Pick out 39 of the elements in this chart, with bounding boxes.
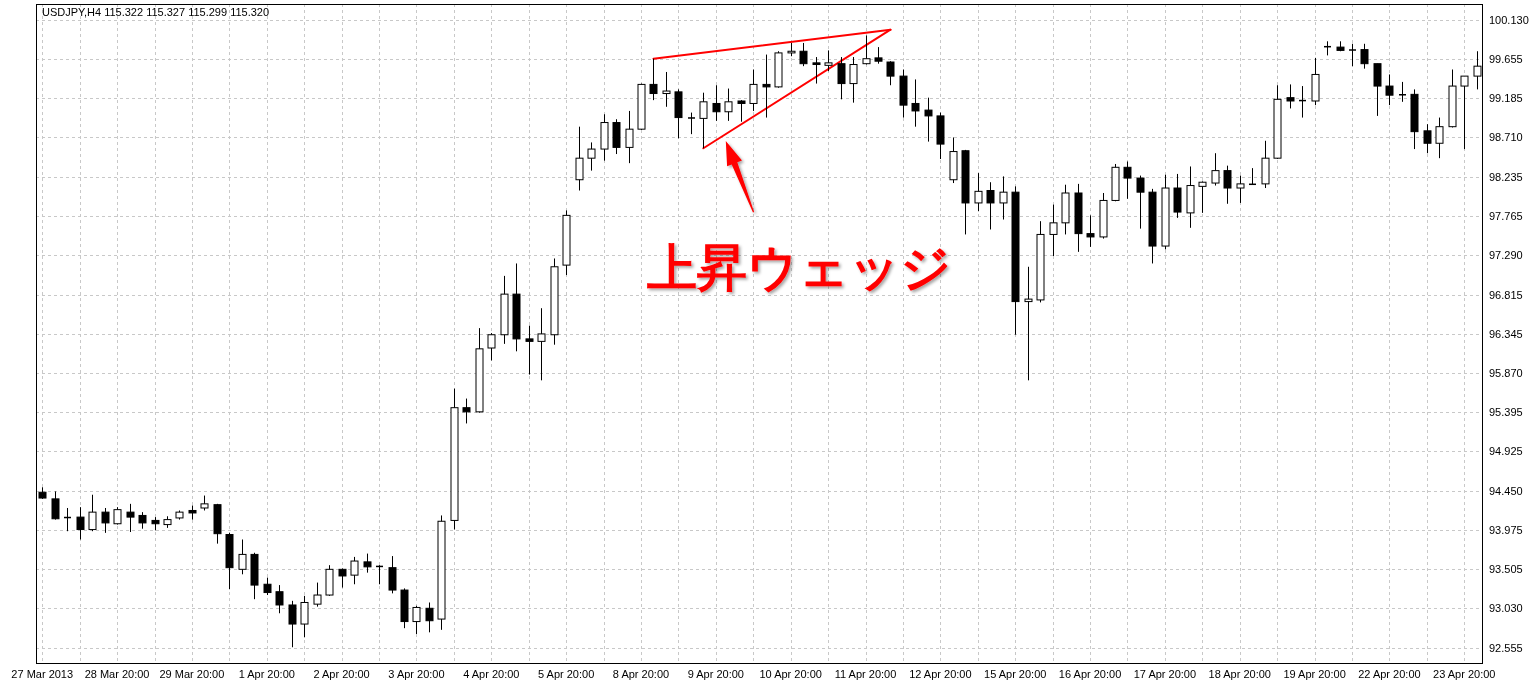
- y-tick-label: 100.130: [1489, 13, 1529, 26]
- x-tick-label: 29 Mar 20:00: [159, 668, 225, 680]
- x-tick-label: 18 Apr 20:00: [1208, 668, 1271, 680]
- chart-title: USDJPY,H4 115.322 115.327 115.299 115.320: [42, 6, 270, 18]
- x-tick-label: 1 Apr 20:00: [238, 668, 295, 680]
- y-tick-label: 94.925: [1489, 445, 1523, 458]
- x-tick-label: 12 Apr 20:00: [909, 668, 972, 680]
- x-tick-label: 16 Apr 20:00: [1058, 668, 1122, 680]
- y-tick-label: 95.870: [1489, 366, 1523, 379]
- y-tick-label: 98.235: [1489, 170, 1523, 183]
- x-tick-label: 17 Apr 20:00: [1133, 668, 1197, 680]
- y-tick-label: 94.450: [1489, 484, 1523, 497]
- x-tick-label: 23 Apr 20:00: [1433, 668, 1496, 680]
- x-tick-label: 8 Apr 20:00: [612, 668, 670, 680]
- x-tick-label: 9 Apr 20:00: [687, 668, 744, 680]
- x-tick-label: 3 Apr 20:00: [388, 668, 445, 680]
- x-tick-label: 4 Apr 20:00: [463, 668, 520, 680]
- x-tick-label: 15 Apr 20:00: [984, 668, 1047, 680]
- y-tick-label: 95.395: [1489, 406, 1523, 419]
- x-tick-label: 11 Apr 20:00: [834, 668, 897, 680]
- y-tick-label: 93.975: [1489, 523, 1523, 536]
- y-tick-label: 99.655: [1489, 53, 1523, 66]
- x-tick-label: 2 Apr 20:00: [313, 668, 370, 680]
- x-tick-label: 22 Apr 20:00: [1358, 668, 1421, 680]
- y-tick-label: 96.815: [1489, 288, 1523, 301]
- y-tick-label: 96.345: [1489, 327, 1523, 340]
- x-tick-label: 5 Apr 20:00: [538, 668, 595, 680]
- y-tick-label: 97.765: [1489, 209, 1523, 222]
- y-tick-label: 97.290: [1489, 249, 1523, 262]
- x-tick-label: 19 Apr 20:00: [1283, 668, 1346, 680]
- x-tick-label: 10 Apr 20:00: [759, 668, 822, 680]
- y-tick-label: 99.185: [1489, 92, 1523, 105]
- y-tick-label: 92.555: [1489, 641, 1523, 654]
- x-tick-label: 28 Mar 20:00: [84, 668, 150, 680]
- y-tick-label: 93.505: [1489, 562, 1523, 575]
- annotation: 上昇ウェッジ: [645, 239, 951, 298]
- x-tick-label: 27 Mar 2013: [11, 668, 74, 680]
- y-tick-label: 93.030: [1489, 602, 1523, 615]
- y-tick-label: 98.710: [1489, 131, 1523, 144]
